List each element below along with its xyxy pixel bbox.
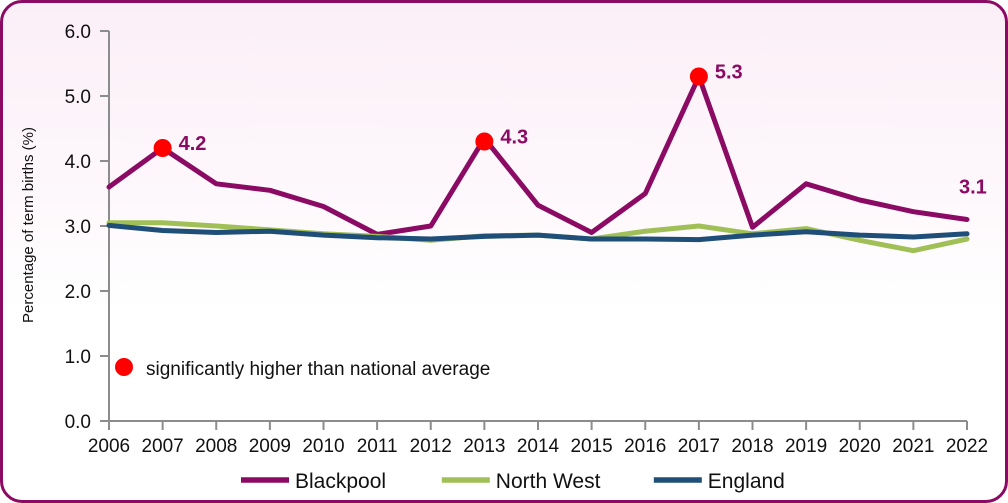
x-tick-label: 2006 (88, 436, 130, 457)
x-tick-label: 2020 (839, 436, 881, 457)
chart-plot-area: Percentage of term births (%) 0.0 1.0 2.0 3… (3, 3, 1005, 500)
x-tick-label: 2021 (892, 436, 934, 457)
y-tick-label: 3.0 (65, 217, 91, 238)
data-point-labels: 4.2 4.3 5.3 3.1 (179, 62, 987, 199)
x-tick-label: 2015 (570, 436, 612, 457)
legend-label-blackpool: Blackpool (295, 470, 386, 493)
x-axis-ticks: 2006 2007 2008 2009 2010 2011 2012 2013 2014 2015… (88, 421, 988, 457)
x-tick-label: 2022 (946, 436, 988, 457)
significance-marker-2007 (153, 139, 172, 157)
x-tick-label: 2011 (357, 436, 398, 457)
y-axis-title: Percentage of term births (%) (20, 127, 37, 323)
x-tick-label: 2012 (410, 436, 452, 457)
significance-markers (153, 67, 708, 157)
significance-marker-2013 (475, 132, 494, 151)
significance-note-label: significantly higher than national avera… (146, 359, 490, 380)
data-label-2013: 4.3 (500, 127, 528, 149)
legend-label-england: England (708, 470, 785, 493)
x-tick-label: 2008 (195, 436, 237, 457)
y-tick-label: 6.0 (65, 22, 91, 43)
significance-note-dot (115, 358, 133, 376)
chart-legend: Blackpool North West England (241, 470, 785, 493)
x-tick-label: 2017 (678, 436, 720, 457)
significance-note: significantly higher than national avera… (115, 358, 490, 380)
x-tick-label: 2016 (624, 436, 666, 457)
y-tick-label: 5.0 (65, 87, 91, 108)
legend-label-north-west: North West (496, 470, 601, 493)
data-label-2007: 4.2 (179, 133, 207, 155)
x-tick-label: 2019 (785, 436, 827, 457)
series-lines (106, 74, 970, 254)
y-tick-label: 4.0 (65, 152, 91, 173)
x-tick-label: 2007 (141, 436, 183, 457)
x-tick-label: 2013 (463, 436, 505, 457)
line-chart: Percentage of term births (%) 0.0 1.0 2.0 3… (20, 22, 988, 493)
significance-marker-2017 (689, 67, 708, 86)
x-tick-label: 2009 (249, 436, 291, 457)
y-tick-label: 0.0 (65, 412, 91, 433)
data-label-2017: 5.3 (715, 62, 743, 84)
series-line-england (106, 222, 970, 243)
series-line-blackpool (106, 74, 970, 237)
x-tick-label: 2010 (302, 436, 344, 457)
y-tick-label: 2.0 (65, 282, 91, 303)
x-tick-label: 2018 (731, 436, 773, 457)
x-tick-label: 2014 (517, 436, 560, 457)
data-label-2022: 3.1 (959, 177, 987, 199)
y-tick-label: 1.0 (65, 347, 91, 368)
y-axis-ticks: 0.0 1.0 2.0 3.0 4.0 5.0 6.0 (65, 22, 109, 433)
